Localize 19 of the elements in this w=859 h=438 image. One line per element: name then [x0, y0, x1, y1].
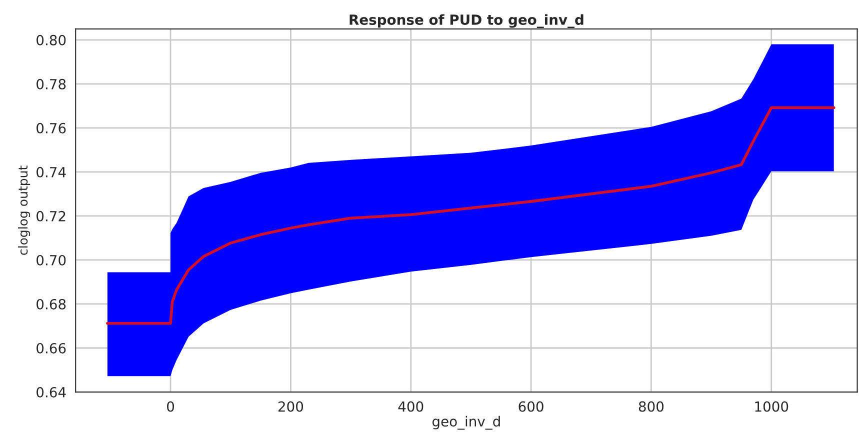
y-tick-label: 0.70 — [36, 254, 66, 266]
line-series — [106, 106, 836, 325]
y-tick-label: 0.78 — [36, 78, 66, 90]
x-tick-label: 1000 — [755, 401, 788, 412]
x-axis-title: geo_inv_d — [432, 416, 500, 430]
x-tick-label: 200 — [278, 401, 304, 412]
x-tick-label: 800 — [638, 401, 664, 412]
y-tick-label: 0.66 — [36, 342, 66, 354]
x-tick-label: 0 — [167, 401, 174, 412]
y-tick-label: 0.64 — [36, 386, 66, 398]
y-tick-label: 0.80 — [36, 34, 66, 46]
x-tick-label: 400 — [398, 401, 424, 412]
y-tick-label: 0.74 — [36, 166, 66, 178]
chart-title: Response of PUD to geo_inv_d — [350, 14, 584, 28]
y-tick-label: 0.72 — [36, 210, 66, 222]
y-tick-label: 0.68 — [36, 298, 66, 310]
x-tick-label: 600 — [518, 401, 544, 412]
y-axis-title: cloglog output — [18, 166, 30, 255]
y-tick-label: 0.76 — [36, 122, 66, 134]
